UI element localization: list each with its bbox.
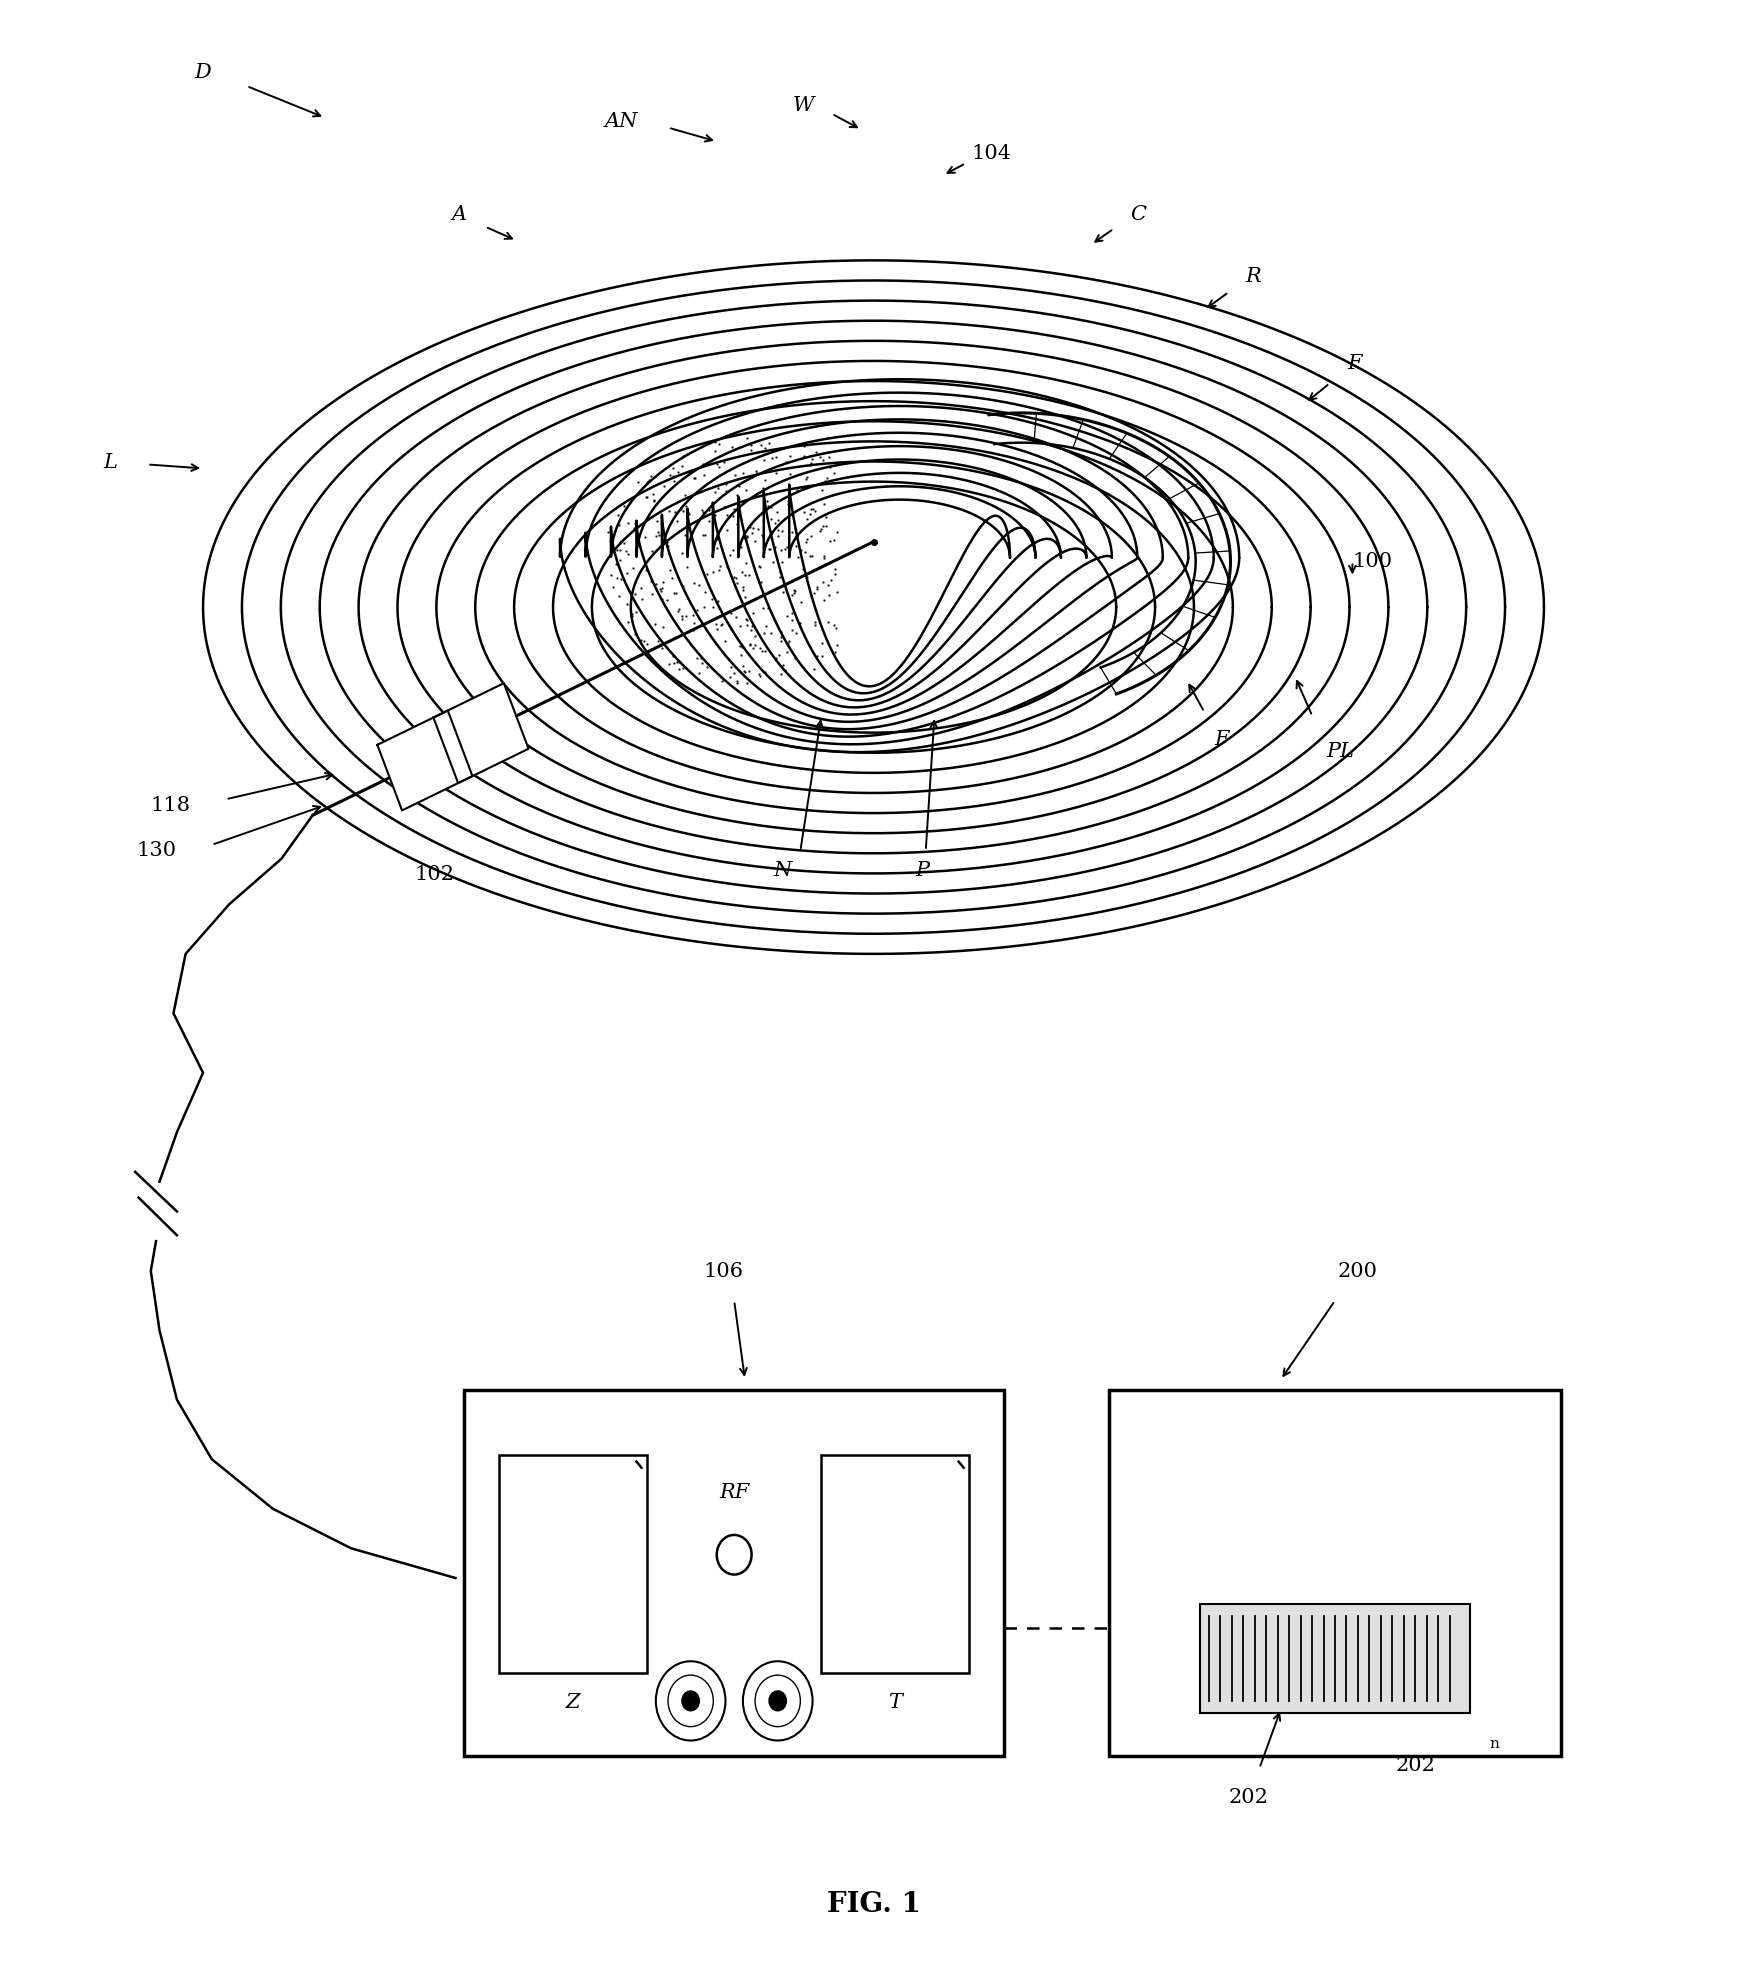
Circle shape xyxy=(755,1675,800,1727)
Text: A: A xyxy=(451,205,466,225)
Circle shape xyxy=(667,1675,713,1727)
Circle shape xyxy=(742,1661,812,1741)
Text: 130: 130 xyxy=(136,841,176,860)
Polygon shape xyxy=(377,711,472,811)
Text: 202: 202 xyxy=(1396,1757,1436,1774)
Text: 106: 106 xyxy=(704,1262,744,1282)
Circle shape xyxy=(716,1534,751,1574)
Polygon shape xyxy=(433,684,529,783)
Bar xyxy=(1200,1604,1469,1713)
Text: D: D xyxy=(194,64,211,81)
Text: AN: AN xyxy=(604,111,638,131)
Text: L: L xyxy=(103,453,117,473)
Text: N: N xyxy=(774,860,791,880)
Text: P: P xyxy=(915,860,929,880)
Bar xyxy=(1109,1389,1562,1757)
Bar xyxy=(500,1454,646,1673)
Text: F: F xyxy=(1347,354,1361,374)
Text: 202: 202 xyxy=(1228,1788,1268,1806)
Bar xyxy=(821,1454,970,1673)
Text: F: F xyxy=(1214,731,1230,749)
Circle shape xyxy=(655,1661,725,1741)
Text: n: n xyxy=(1488,1737,1499,1751)
Bar xyxy=(465,1389,1005,1757)
Text: 200: 200 xyxy=(1338,1262,1378,1282)
Circle shape xyxy=(681,1691,699,1711)
Text: PL: PL xyxy=(1326,743,1354,761)
Text: Z: Z xyxy=(566,1693,580,1713)
Text: 102: 102 xyxy=(414,864,454,884)
Text: C: C xyxy=(1130,205,1146,225)
Circle shape xyxy=(769,1691,786,1711)
Text: R: R xyxy=(1246,266,1261,286)
Text: T: T xyxy=(887,1693,901,1713)
Text: RF: RF xyxy=(720,1482,749,1502)
Text: 104: 104 xyxy=(971,143,1012,163)
Text: 100: 100 xyxy=(1352,552,1392,570)
Text: 118: 118 xyxy=(150,795,190,815)
Text: W: W xyxy=(793,95,814,115)
Text: FIG. 1: FIG. 1 xyxy=(826,1892,921,1919)
